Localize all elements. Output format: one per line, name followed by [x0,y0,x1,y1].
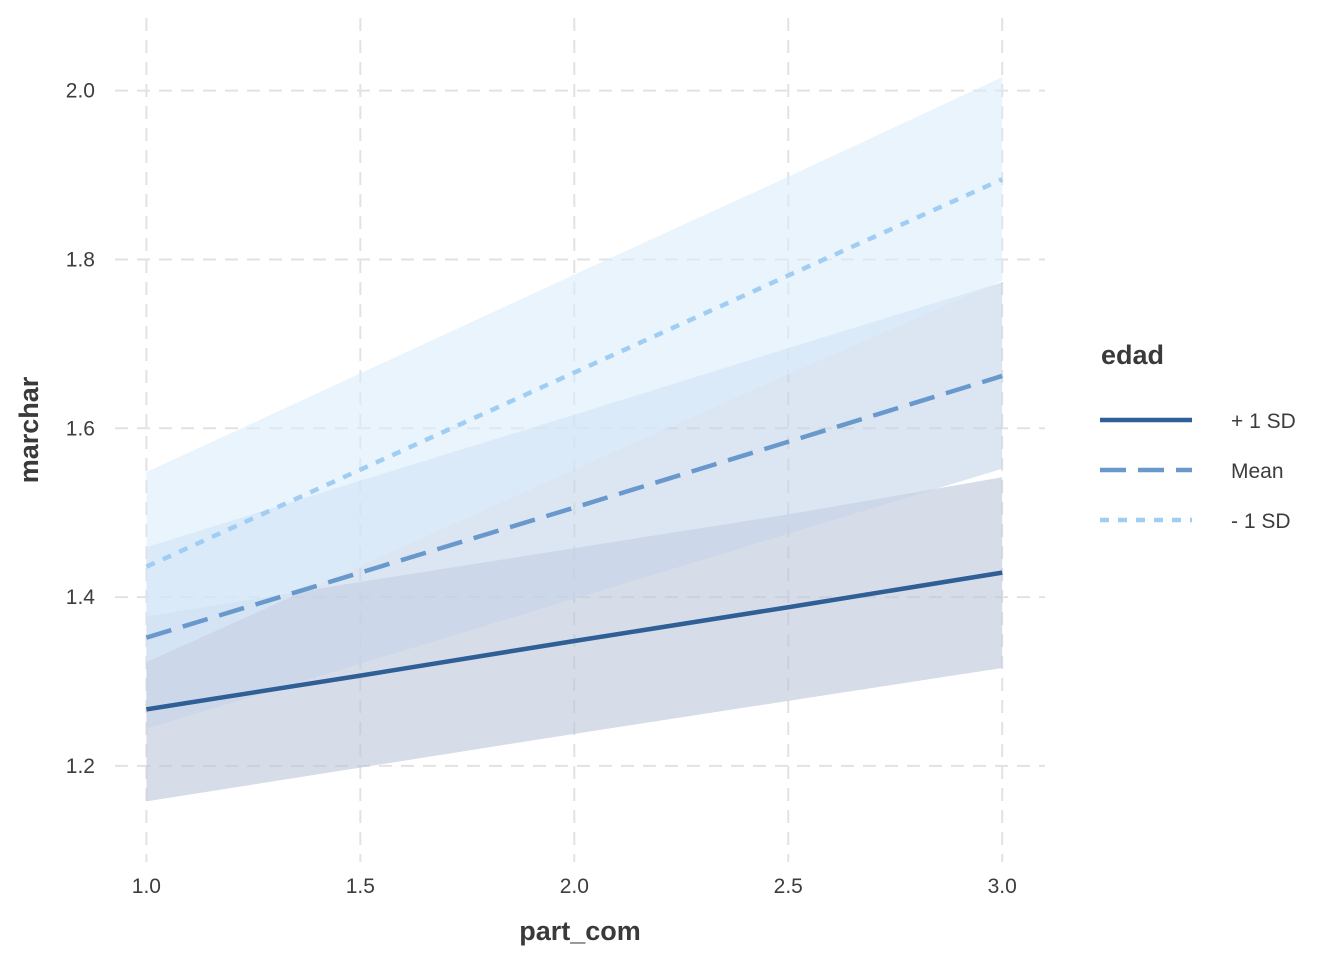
confidence-band [146,282,1003,729]
legend-title: edad [1101,340,1164,370]
legend-items: + 1 SD Mean - 1 SD [1100,410,1296,533]
x-tick-label: 1.5 [346,875,375,898]
confidence-band [146,77,1003,663]
y-tick-label: 2.0 [66,80,95,103]
y-axis-title: marchar [14,376,44,483]
y-tick-label: 1.4 [66,586,96,609]
legend-label: - 1 SD [1231,510,1291,533]
y-tick-label: 1.6 [66,417,95,440]
confidence-bands [146,77,1003,802]
legend: edad + 1 SD Mean - 1 SD [1100,340,1296,533]
series-line [145,373,1003,640]
x-tick-label: 3.0 [988,875,1017,898]
x-tick-label: 2.5 [774,875,803,898]
y-tick-label: 1.8 [66,248,95,271]
legend-label: + 1 SD [1231,410,1296,433]
axis-tick-labels: 1.0 1.5 2.0 2.5 3.0 1.2 1.4 1.6 1.8 2.0 [66,80,1017,898]
y-tick-label: 1.2 [66,755,95,778]
series-lines [145,177,1004,712]
legend-label: Mean [1231,460,1284,483]
x-tick-label: 1.0 [132,875,161,898]
x-axis-title: part_com [519,916,641,946]
series-line [146,570,1003,712]
series-line [145,177,1004,569]
x-tick-label: 2.0 [560,875,589,898]
